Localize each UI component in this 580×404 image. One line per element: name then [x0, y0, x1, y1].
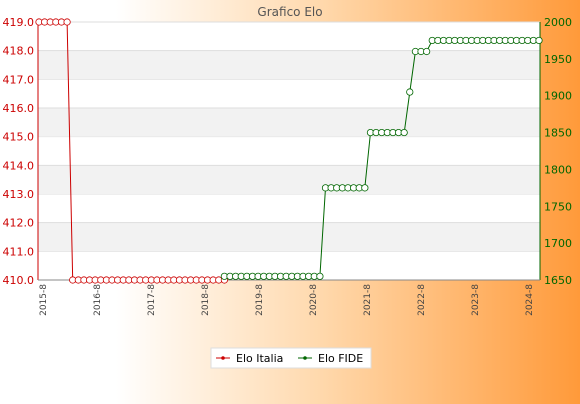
- data-point: [63, 18, 71, 26]
- grid-layer: [38, 21, 540, 280]
- data-point: [423, 47, 431, 56]
- x-tick-label: 2020-8: [309, 284, 319, 316]
- x-tick-label: 2015-8: [39, 284, 49, 316]
- right-tick-label: 1800: [544, 163, 572, 176]
- legend: Elo Italia Elo FIDE: [210, 347, 372, 369]
- axis-layer: 410.0 411.0 412.0 413.0 414.0 415.0 416.0 417.0…: [3, 16, 573, 287]
- x-tick-label: 2021-8: [363, 284, 373, 316]
- x-tick-labels: 2015-8 2016-8 2017-8 2018-8 2019-8 2020-8 2021…: [39, 284, 535, 316]
- left-tick-label: 415.0: [3, 131, 35, 144]
- grid-band: [38, 222, 540, 252]
- left-tick-label: 410.0: [3, 274, 35, 287]
- data-point: [361, 184, 369, 192]
- x-tick-label: 2024-8: [525, 284, 535, 316]
- x-tick-label: 2023-8: [471, 284, 481, 316]
- legend-marker: [221, 356, 225, 360]
- grid-band: [38, 50, 540, 80]
- left-tick-label: 417.0: [3, 73, 35, 86]
- right-tick-label: 1650: [544, 274, 572, 287]
- x-tick-label: 2019-8: [255, 284, 265, 316]
- right-tick-label: 1950: [544, 53, 572, 66]
- left-tick-label: 416.0: [3, 102, 35, 115]
- chart-title: Grafico Elo: [257, 5, 322, 19]
- x-tick-label: 2022-8: [417, 284, 427, 316]
- legend-label: Elo Italia: [236, 352, 283, 365]
- series-layer: [35, 18, 543, 284]
- data-point: [406, 88, 414, 96]
- data-point: [316, 272, 324, 280]
- right-tick-label: 2000: [544, 16, 572, 29]
- legend-box: [210, 347, 372, 369]
- right-tick-label: 1850: [544, 127, 572, 140]
- x-tick-label: 2018-8: [201, 284, 211, 316]
- grid-band: [38, 108, 540, 137]
- left-tick-label: 418.0: [3, 45, 35, 58]
- x-tick-label: 2017-8: [147, 284, 157, 316]
- data-point: [535, 36, 543, 45]
- left-tick-label: 411.0: [3, 245, 35, 258]
- left-tick-label: 412.0: [3, 217, 35, 230]
- legend-label: Elo FIDE: [318, 352, 363, 365]
- left-tick-label: 414.0: [3, 159, 35, 172]
- data-point: [400, 128, 408, 137]
- x-tick-label: 2016-8: [93, 284, 103, 316]
- right-tick-label: 1700: [544, 237, 572, 250]
- grid-band: [38, 165, 540, 194]
- left-tick-label: 413.0: [3, 188, 35, 201]
- right-tick-label: 1900: [544, 90, 572, 103]
- right-tick-label: 1750: [544, 200, 572, 213]
- legend-marker: [303, 356, 307, 360]
- left-tick-label: 419.0: [3, 16, 35, 29]
